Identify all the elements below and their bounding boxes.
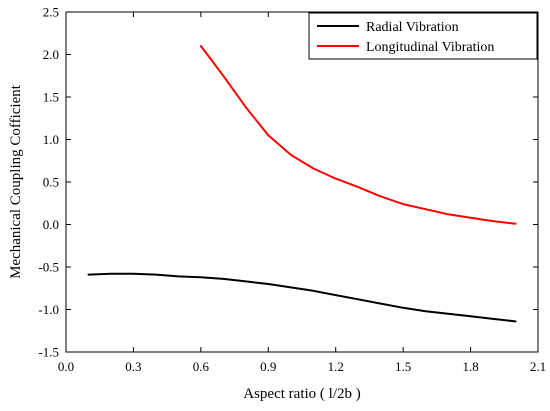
x-tick-label: 1.8 (462, 359, 478, 374)
plot-area (87, 45, 517, 323)
series-line-longitudinal (199, 45, 517, 225)
y-tick-label: -1.5 (38, 345, 59, 360)
x-tick-label: 1.2 (328, 359, 344, 374)
x-tick-label: 0.0 (58, 359, 74, 374)
x-tick-label: 1.5 (395, 359, 411, 374)
y-tick-label: 2.0 (43, 47, 59, 62)
x-tick-label: 2.1 (530, 359, 546, 374)
y-tick-label: 0.5 (43, 175, 59, 190)
axes: 0.0 0.3 0.6 0.9 1.2 1.5 1.8 2.1 -1.5 -1.0 -0.5 0.0 0… (38, 5, 546, 375)
plot-frame (65, 11, 539, 353)
y-tick-label: -0.5 (38, 260, 59, 275)
legend-box (308, 12, 538, 60)
legend-label: Radial Vibration (366, 20, 459, 35)
y-tick-label: 0.0 (43, 217, 59, 232)
y-tick-label: 1.0 (43, 132, 59, 147)
x-tick-label: 0.9 (260, 359, 276, 374)
x-tick-label: 0.3 (125, 359, 141, 374)
legend-label: Longitudinal Vibration (366, 40, 494, 55)
y-tick-label: 2.5 (43, 5, 59, 20)
series-line-radial (87, 272, 517, 323)
y-axis-title: Mechanical Coupling Cofficient (8, 84, 24, 279)
y-tick-label: 1.5 (43, 90, 59, 105)
y-tick-label: -1.0 (38, 302, 59, 317)
x-axis-title: Aspect ratio ( l/2b ) (243, 386, 360, 402)
legend: Radial Vibration Longitudinal Vibration (308, 12, 538, 60)
x-tick-label: 0.6 (193, 359, 210, 374)
